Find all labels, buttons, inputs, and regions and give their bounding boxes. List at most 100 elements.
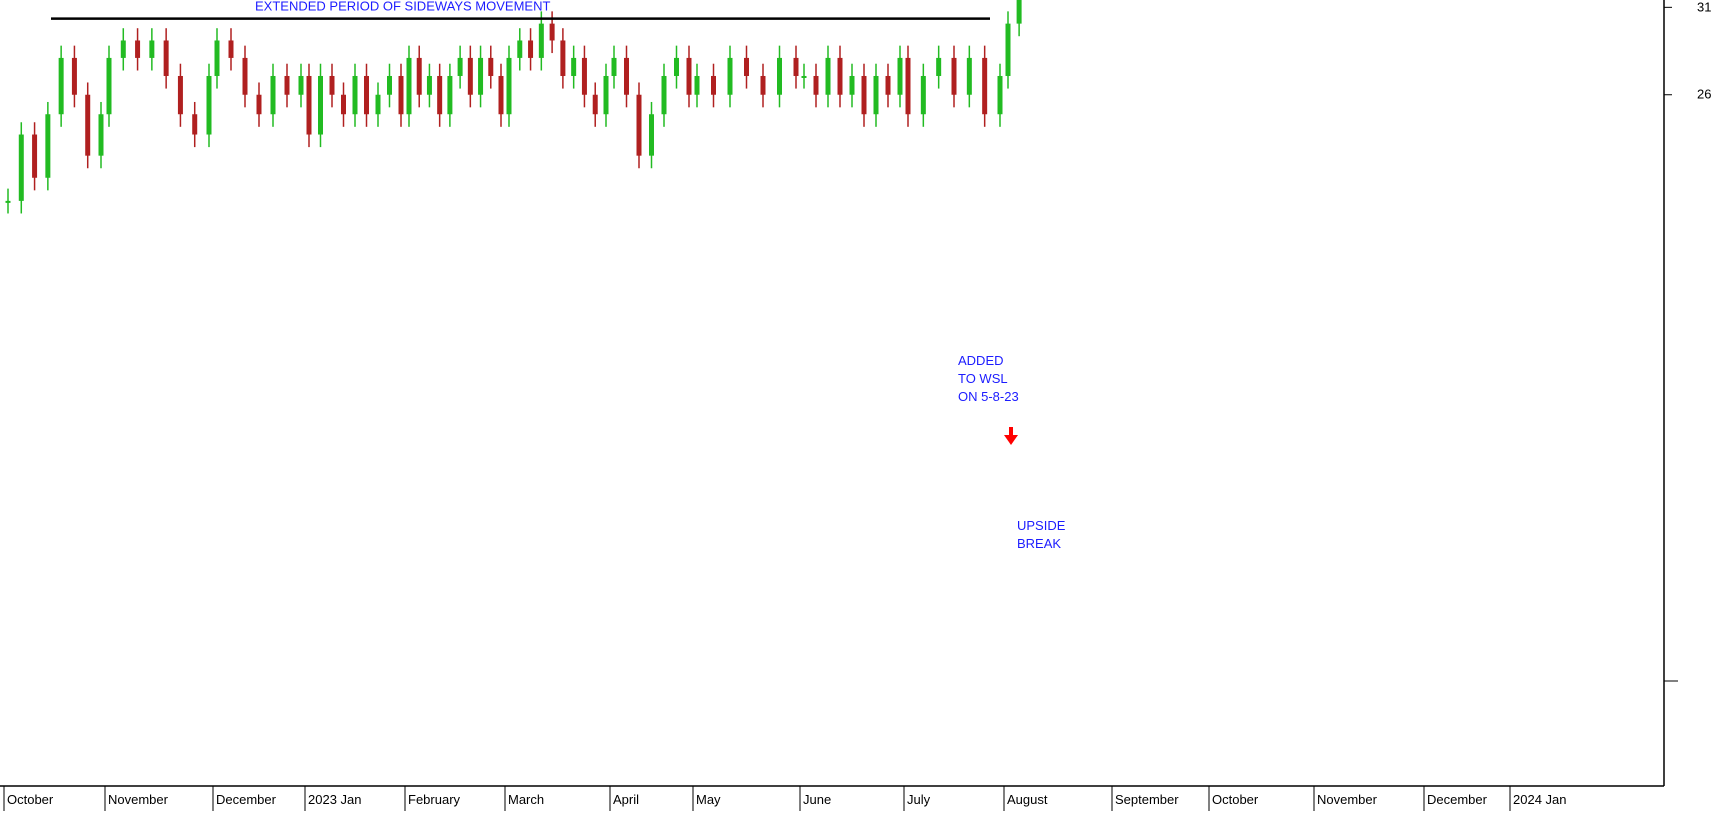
x-tick-label: December (216, 792, 277, 807)
price-bar (478, 57, 484, 95)
upside-break-label-line-2: BREAK (1017, 536, 1061, 551)
x-tick-label: November (1317, 792, 1378, 807)
price-bar (661, 75, 667, 115)
price-bar (1016, 0, 1022, 24)
price-bar (873, 75, 879, 115)
price-bar (674, 57, 679, 76)
price-bar (58, 57, 64, 115)
price-bar (298, 75, 304, 95)
price-bar (406, 57, 412, 115)
price-bar (760, 75, 766, 95)
price-bar (177, 75, 183, 115)
price-bar (603, 75, 609, 115)
price-bar (398, 75, 404, 115)
price-bar (163, 40, 169, 76)
price-bar (686, 57, 692, 95)
sideways-label: EXTENDED PERIOD OF SIDEWAYS MOVEMENT (255, 0, 550, 14)
price-bar (997, 75, 1003, 115)
price-bar (329, 75, 335, 95)
price-bar (528, 40, 534, 58)
price-bar (966, 57, 972, 95)
price-bar (506, 57, 512, 115)
price-bar (306, 75, 312, 135)
price-bar (5, 200, 11, 203)
x-tick-label: March (508, 792, 544, 807)
x-tick-label: November (108, 792, 169, 807)
x-tick-label: June (803, 792, 831, 807)
price-bar (905, 57, 911, 115)
price-bar (727, 57, 733, 95)
price-bar (488, 57, 494, 76)
price-bar (560, 40, 566, 76)
price-bars (5, 0, 1022, 214)
price-bar (636, 94, 642, 156)
price-bar (1005, 23, 1011, 76)
price-bar (936, 57, 942, 76)
price-bar (571, 57, 577, 76)
added-wsl-label-line-3: ON 5-8-23 (958, 389, 1019, 404)
price-bar (447, 75, 453, 115)
price-bar (951, 57, 957, 95)
price-bar (694, 75, 700, 95)
price-bar (387, 75, 392, 95)
x-tick-label: August (1007, 792, 1048, 807)
price-bar (228, 40, 234, 58)
price-bar (813, 75, 819, 95)
x-tick-label: September (1115, 792, 1179, 807)
price-bar (457, 57, 463, 76)
price-bar (426, 75, 432, 95)
added-wsl-label-line-1: ADDED (958, 353, 1004, 368)
price-bar (242, 57, 248, 95)
price-bar (777, 57, 782, 95)
price-bar (192, 114, 198, 135)
price-bar (45, 114, 51, 178)
price-bar (624, 57, 629, 95)
price-bar (120, 40, 126, 58)
price-bar (32, 134, 38, 178)
price-bar (592, 94, 598, 115)
price-bar (341, 94, 346, 115)
price-bar (711, 75, 716, 95)
price-bar (352, 75, 358, 115)
price-bar (85, 94, 91, 156)
y-tick-label: 31 (1697, 0, 1711, 14)
upside-break-label-line-1: UPSIDE (1017, 518, 1066, 533)
price-bar (517, 40, 523, 58)
price-bar (149, 40, 155, 58)
x-tick-label: October (7, 792, 54, 807)
price-bar (71, 57, 77, 95)
price-bar (364, 75, 369, 115)
price-bar (437, 75, 443, 115)
price-bar (611, 57, 617, 76)
price-bar (98, 114, 104, 156)
x-tick-label: May (696, 792, 721, 807)
x-tick-label: 2023 Jan (308, 792, 362, 807)
price-bar (538, 23, 544, 58)
y-tick-label: 26 (1697, 87, 1711, 102)
price-bar (982, 57, 988, 115)
annotations: EXTENDED PERIOD OF SIDEWAYS MOVEMENT ADD… (51, 0, 1066, 551)
price-bar (861, 75, 867, 115)
x-tick-label: February (408, 792, 461, 807)
price-bar (837, 57, 843, 95)
price-bar (467, 57, 473, 95)
price-bar (801, 75, 807, 78)
price-bar (18, 134, 24, 201)
price-bar (256, 94, 262, 115)
price-bar (793, 57, 799, 76)
price-bar (498, 75, 504, 115)
price-bar (920, 75, 926, 115)
down-arrow-icon (1004, 427, 1018, 445)
added-wsl-label-line-2: TO WSL (958, 371, 1008, 386)
price-bar (649, 114, 654, 156)
price-bar (318, 75, 323, 135)
price-bar (135, 40, 141, 58)
price-bar (284, 75, 290, 95)
x-tick-label: July (907, 792, 931, 807)
price-bar (885, 75, 891, 95)
price-bar (825, 57, 831, 95)
price-bar (270, 75, 276, 115)
